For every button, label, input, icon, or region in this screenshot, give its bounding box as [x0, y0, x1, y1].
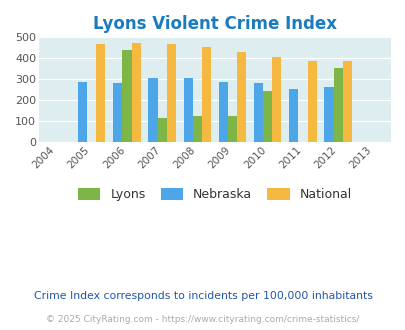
- Title: Lyons Violent Crime Index: Lyons Violent Crime Index: [93, 15, 336, 33]
- Bar: [237, 51, 246, 142]
- Bar: [272, 57, 281, 142]
- Bar: [228, 116, 237, 142]
- Bar: [333, 68, 342, 142]
- Bar: [122, 50, 131, 142]
- Bar: [192, 116, 201, 142]
- Bar: [288, 88, 298, 142]
- Text: Crime Index corresponds to incidents per 100,000 inhabitants: Crime Index corresponds to incidents per…: [34, 291, 371, 301]
- Bar: [254, 83, 262, 142]
- Bar: [324, 87, 333, 142]
- Bar: [307, 61, 316, 142]
- Bar: [131, 43, 140, 142]
- Legend: Lyons, Nebraska, National: Lyons, Nebraska, National: [73, 183, 356, 206]
- Bar: [183, 79, 192, 142]
- Bar: [113, 83, 122, 142]
- Text: © 2025 CityRating.com - https://www.cityrating.com/crime-statistics/: © 2025 CityRating.com - https://www.city…: [46, 315, 359, 324]
- Bar: [148, 79, 157, 142]
- Bar: [157, 118, 166, 142]
- Bar: [218, 82, 228, 142]
- Bar: [166, 44, 175, 142]
- Bar: [96, 44, 105, 142]
- Bar: [262, 91, 272, 142]
- Bar: [78, 82, 87, 142]
- Bar: [201, 47, 211, 142]
- Bar: [342, 61, 351, 142]
